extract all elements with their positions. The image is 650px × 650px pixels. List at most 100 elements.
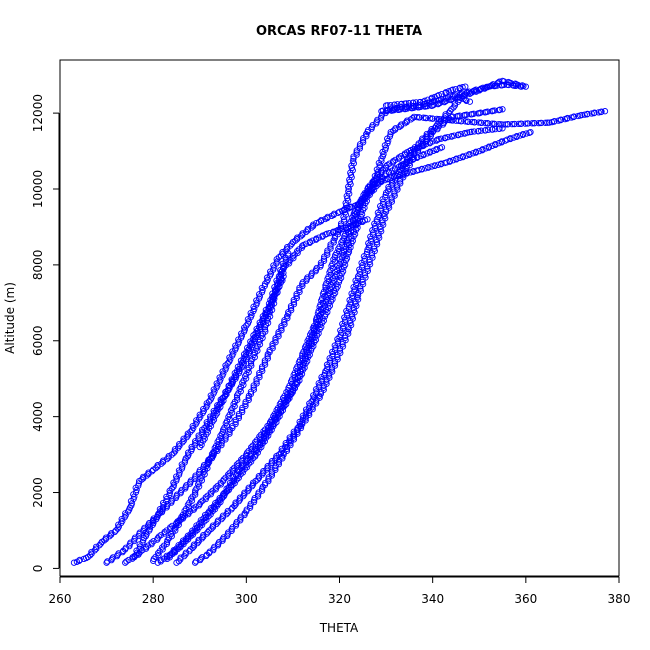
data-point bbox=[309, 402, 317, 409]
data-point bbox=[317, 259, 325, 266]
data-point bbox=[269, 345, 276, 352]
data-point bbox=[373, 182, 380, 190]
data-point bbox=[359, 137, 367, 144]
data-point bbox=[142, 544, 150, 551]
data-point bbox=[285, 250, 292, 257]
data-point bbox=[342, 253, 349, 260]
data-point bbox=[213, 408, 220, 415]
data-point bbox=[415, 166, 422, 174]
data-point bbox=[459, 153, 467, 160]
data-point bbox=[320, 288, 328, 296]
data-point bbox=[109, 554, 117, 561]
data-point bbox=[127, 539, 134, 546]
data-point bbox=[366, 261, 374, 268]
data-point bbox=[337, 349, 344, 357]
data-point bbox=[479, 146, 486, 153]
data-point bbox=[229, 466, 236, 473]
data-point bbox=[342, 224, 350, 231]
data-point bbox=[400, 174, 407, 181]
data-point bbox=[286, 392, 293, 399]
data-point bbox=[253, 378, 260, 385]
data-point bbox=[218, 515, 225, 523]
data-point bbox=[350, 153, 357, 160]
data-point bbox=[159, 499, 167, 507]
data-point bbox=[409, 115, 416, 122]
data-point bbox=[247, 500, 254, 508]
data-point bbox=[242, 459, 249, 466]
data-point bbox=[267, 422, 275, 430]
data-point bbox=[341, 218, 348, 225]
data-point bbox=[379, 166, 386, 173]
data-point bbox=[378, 111, 386, 118]
data-point bbox=[253, 380, 260, 387]
data-point bbox=[222, 389, 229, 396]
data-point bbox=[449, 86, 456, 93]
data-point bbox=[455, 131, 462, 138]
data-point bbox=[256, 371, 263, 379]
data-point bbox=[334, 262, 341, 269]
data-point bbox=[276, 457, 283, 464]
data-point bbox=[348, 235, 355, 242]
data-point bbox=[447, 107, 454, 115]
data-point bbox=[235, 497, 243, 505]
y-tick-label: 4000 bbox=[31, 401, 45, 432]
data-point bbox=[416, 114, 423, 121]
data-point bbox=[262, 479, 269, 487]
data-point bbox=[234, 396, 241, 403]
data-point bbox=[396, 178, 404, 185]
data-point bbox=[182, 549, 189, 556]
chart-title: ORCAS RF07-11 THETA bbox=[256, 24, 422, 39]
data-point bbox=[436, 122, 443, 130]
data-point bbox=[426, 148, 434, 155]
data-point bbox=[527, 128, 534, 136]
data-point bbox=[331, 273, 338, 280]
data-point bbox=[462, 83, 469, 90]
data-point bbox=[538, 119, 545, 127]
data-point bbox=[239, 404, 246, 412]
data-point bbox=[451, 102, 459, 109]
data-point bbox=[302, 413, 310, 420]
data-point bbox=[209, 522, 217, 529]
data-point bbox=[167, 524, 174, 531]
data-point bbox=[535, 119, 542, 127]
data-point bbox=[477, 127, 485, 134]
data-point bbox=[385, 183, 392, 191]
data-point bbox=[584, 110, 591, 118]
data-point bbox=[336, 226, 343, 233]
data-point bbox=[199, 497, 206, 504]
data-point bbox=[355, 275, 362, 282]
data-point bbox=[196, 443, 203, 451]
data-point bbox=[418, 165, 426, 173]
data-point bbox=[478, 119, 485, 127]
data-point bbox=[482, 119, 489, 127]
data-point bbox=[354, 292, 362, 299]
data-point bbox=[484, 126, 492, 134]
data-point bbox=[250, 384, 257, 391]
data-point bbox=[320, 255, 328, 262]
data-point bbox=[417, 98, 424, 106]
data-point bbox=[485, 143, 493, 150]
data-point bbox=[196, 411, 203, 418]
data-point bbox=[377, 168, 385, 175]
data-point bbox=[322, 311, 329, 318]
plot-frame bbox=[59, 59, 620, 577]
data-point bbox=[202, 494, 209, 501]
data-point bbox=[285, 252, 292, 259]
data-point bbox=[484, 120, 492, 127]
data-point bbox=[313, 396, 320, 403]
data-point bbox=[466, 98, 474, 105]
data-point bbox=[167, 531, 175, 538]
data-point bbox=[324, 251, 331, 258]
data-point bbox=[424, 96, 431, 103]
data-point bbox=[451, 100, 458, 107]
data-point bbox=[327, 281, 334, 288]
data-point bbox=[264, 428, 271, 435]
data-point bbox=[448, 132, 455, 140]
data-point bbox=[278, 327, 285, 334]
data-point bbox=[237, 517, 244, 524]
data-point bbox=[220, 534, 227, 541]
data-point bbox=[428, 163, 435, 170]
data-point bbox=[293, 248, 301, 255]
data-point bbox=[76, 556, 83, 564]
data-point bbox=[598, 108, 605, 115]
